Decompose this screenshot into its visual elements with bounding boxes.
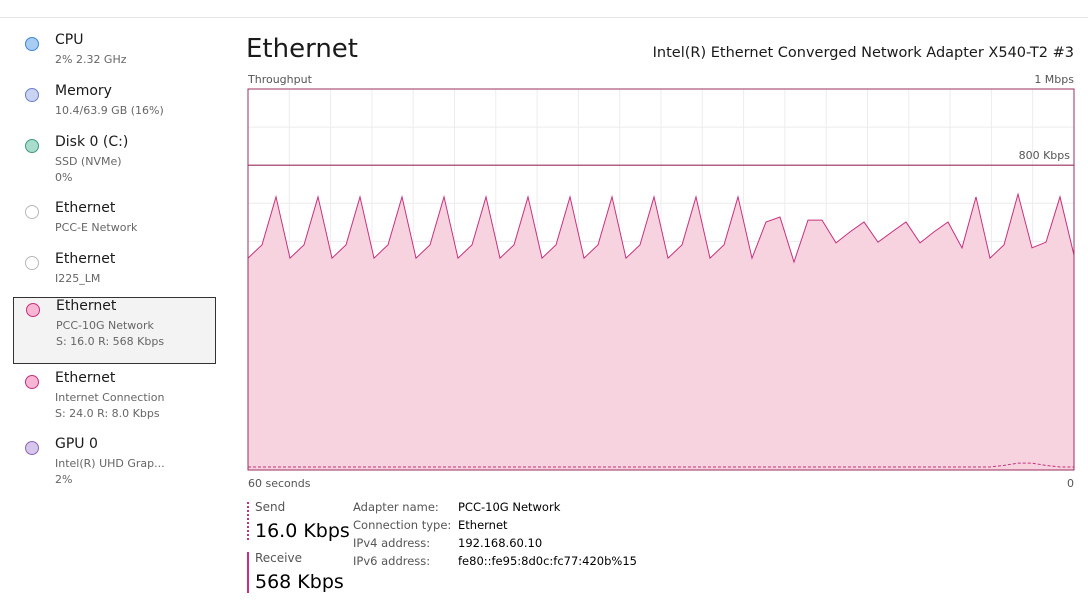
detail-label: Adapter name: — [353, 500, 439, 514]
x-label: 60 seconds — [248, 477, 311, 490]
receive-line — [247, 192, 1075, 264]
item-detail: S: 24.0 R: 8.0 Kbps — [55, 407, 160, 420]
detail-value: fe80::fe95:8d0c:fc77:420b%15 — [458, 554, 637, 568]
send-label: Send — [255, 500, 285, 514]
receive-label: Receive — [255, 551, 302, 565]
sidebar-item[interactable]: Ethernet Internet Connection S: 24.0 R: 8.… — [13, 368, 216, 434]
item-name: Ethernet — [55, 370, 116, 386]
status-dot — [25, 88, 39, 102]
item-name: CPU — [55, 32, 84, 48]
item-name: Ethernet — [55, 200, 116, 216]
item-detail: Internet Connection — [55, 391, 165, 404]
status-dot — [26, 303, 40, 317]
item-detail: 2% 2.32 GHz — [55, 53, 127, 66]
detail-value: Ethernet — [458, 518, 508, 532]
sidebar-item[interactable]: Memory 10.4/63.9 GB (16%) — [13, 81, 216, 131]
page-title: Ethernet — [246, 34, 358, 64]
item-name: Ethernet — [56, 298, 117, 314]
item-detail: 0% — [55, 171, 73, 184]
item-detail: S: 16.0 R: 568 Kbps — [56, 335, 165, 348]
sidebar-item[interactable]: Ethernet PCC-10G Network S: 16.0 R: 568 Kb… — [13, 297, 216, 364]
max-label: 1 Mbps — [1034, 73, 1074, 86]
item-name: Disk 0 (C:) — [55, 134, 129, 150]
graph-label: Throughput — [247, 73, 313, 86]
sidebar-item[interactable]: CPU 2% 2.32 GHz — [13, 30, 216, 80]
receive-area — [248, 194, 1074, 470]
sidebar-item[interactable]: Ethernet PCC-E Network — [13, 198, 216, 248]
item-detail: Intel(R) UHD Grap... — [55, 457, 165, 470]
min-label: 0 — [1067, 477, 1074, 490]
status-dot — [25, 256, 39, 270]
sidebar-item[interactable]: GPU 0 Intel(R) UHD Grap... 2% — [13, 434, 216, 500]
send-value: 16.0 Kbps — [255, 520, 350, 542]
detail-label: IPv6 address: — [353, 554, 430, 568]
item-detail: I225_LM — [55, 272, 101, 285]
sidebar-item[interactable]: Disk 0 (C:) SSD (NVMe) 0% — [13, 132, 216, 198]
detail-value: PCC-10G Network — [458, 500, 561, 514]
item-name: GPU 0 — [55, 436, 98, 452]
status-dot — [25, 205, 39, 219]
reference-label: 800 Kbps — [1019, 149, 1071, 162]
send-line — [248, 462, 1074, 468]
status-dot — [25, 139, 39, 153]
detail-label: IPv4 address: — [353, 536, 430, 550]
status-dot — [25, 37, 39, 51]
status-dot — [25, 375, 39, 389]
top-border — [0, 17, 1088, 18]
detail-value: 192.168.60.10 — [458, 536, 542, 550]
status-dot — [25, 441, 39, 455]
item-detail: PCC-10G Network — [56, 319, 154, 332]
item-name: Ethernet — [55, 251, 116, 267]
detail-label: Connection type: — [353, 518, 451, 532]
receive-value: 568 Kbps — [255, 571, 344, 593]
adapter-name: Intel(R) Ethernet Converged Network Adap… — [652, 45, 1074, 61]
item-detail: 10.4/63.9 GB (16%) — [55, 104, 164, 117]
item-detail: PCC-E Network — [55, 221, 138, 234]
item-name: Memory — [55, 83, 112, 99]
graph-border — [247, 88, 1075, 471]
sidebar-item[interactable]: Ethernet I225_LM — [13, 249, 216, 299]
item-detail: 2% — [55, 473, 73, 486]
item-detail: SSD (NVMe) — [55, 155, 122, 168]
